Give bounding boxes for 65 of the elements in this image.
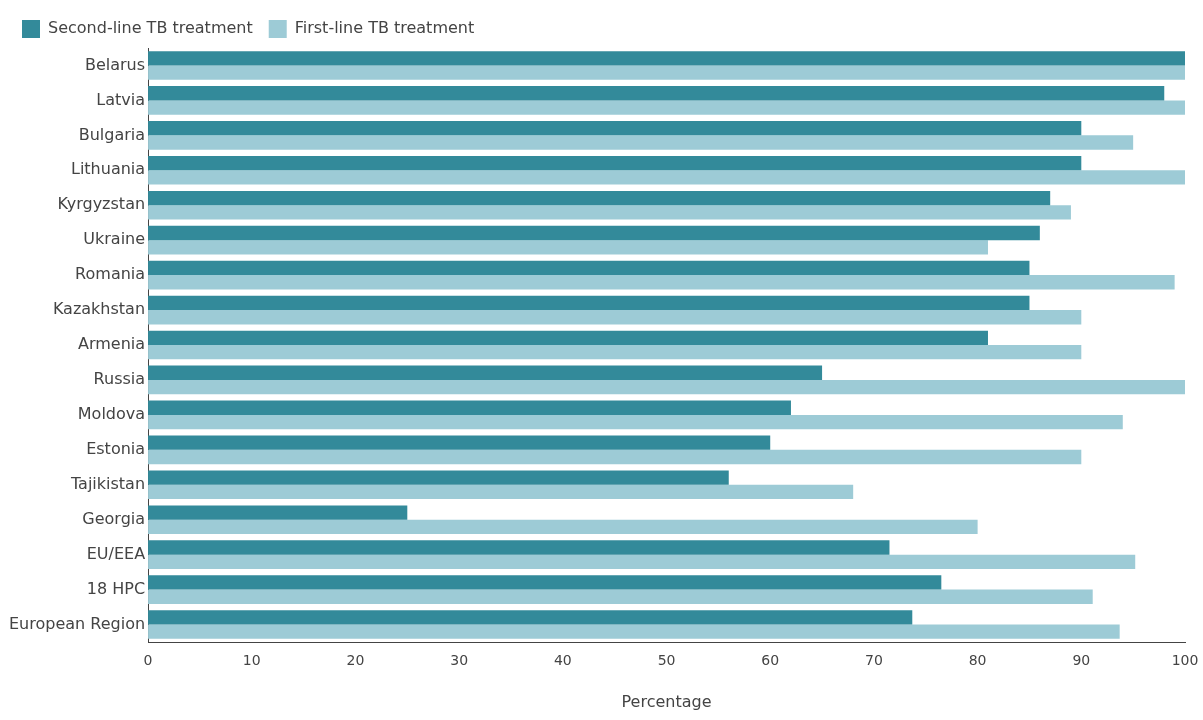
bar (148, 400, 791, 415)
x-tick-label: 70 (865, 652, 883, 669)
y-tick-label: 18 HPC (86, 578, 146, 598)
x-axis-title: Percentage (621, 691, 712, 711)
y-tick-label: Tajikistan (69, 473, 146, 493)
x-tick-label: 60 (761, 652, 780, 669)
bar (148, 121, 1082, 136)
bar (148, 519, 978, 535)
bar (148, 589, 1093, 604)
y-tick-label: Estonia (86, 438, 146, 458)
y-tick-label: Armenia (78, 334, 146, 354)
bar (148, 554, 1136, 569)
bar (148, 170, 1185, 185)
x-tick-label: 50 (657, 652, 676, 669)
bar (148, 345, 1082, 360)
x-tick-label: 20 (346, 652, 365, 669)
y-tick-label: Bulgaria (78, 124, 146, 144)
bar (148, 260, 1030, 276)
bar (148, 610, 913, 625)
x-tick-label: 80 (968, 652, 987, 669)
y-tick-label: Romania (75, 264, 146, 284)
x-tick-label: 30 (450, 652, 469, 669)
legend-label: First-line TB treatment (294, 18, 475, 38)
x-tick-label: 0 (143, 652, 153, 669)
bar (148, 575, 942, 590)
x-tick-label: 90 (1072, 652, 1091, 669)
bar (148, 365, 823, 380)
y-tick-label: Russia (93, 369, 146, 389)
y-tick-label: Kazakhstan (52, 299, 146, 319)
y-tick-label: Ukraine (83, 229, 146, 249)
bar (148, 449, 1082, 465)
bar (148, 240, 988, 255)
bar (148, 414, 1123, 430)
bar (148, 100, 1185, 115)
bar (148, 379, 1185, 395)
bar (148, 275, 1175, 290)
bar (148, 190, 1051, 206)
legend-label: Second-line TB treatment (48, 18, 253, 38)
bar (148, 330, 988, 345)
bar (148, 51, 1185, 66)
bar (148, 295, 1030, 311)
x-tick-label: 10 (242, 652, 261, 669)
bar (148, 540, 890, 555)
y-tick-label: Belarus (84, 54, 146, 74)
bar (148, 135, 1134, 150)
x-tick-label: 40 (553, 652, 572, 669)
bar (148, 310, 1082, 325)
y-tick-label: EU/EEA (86, 543, 146, 563)
bar (148, 484, 854, 500)
y-tick-label: Lithuania (70, 159, 146, 179)
bar (148, 624, 1120, 639)
bar (148, 505, 408, 520)
bar (148, 65, 1185, 80)
y-tick-label: Latvia (96, 89, 146, 109)
bar (148, 470, 729, 485)
y-tick-label: Moldova (77, 404, 146, 424)
x-tick-label: 100 (1171, 652, 1199, 669)
y-tick-label: Kyrgyzstan (57, 194, 146, 214)
y-tick-label: Georgia (82, 508, 146, 528)
bar (148, 155, 1082, 171)
bar (148, 205, 1071, 220)
bar (148, 86, 1165, 101)
bar (148, 225, 1040, 241)
bar (148, 435, 771, 450)
y-tick-label: European Region (8, 613, 146, 633)
